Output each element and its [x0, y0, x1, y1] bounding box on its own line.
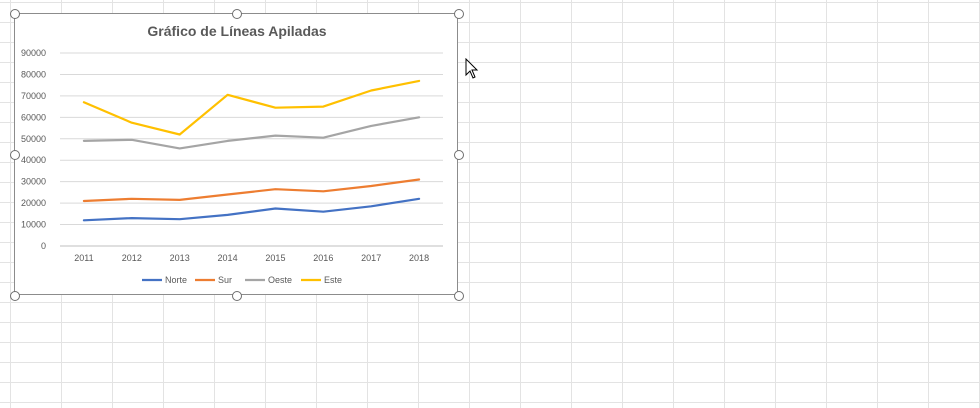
legend-label: Norte [165, 275, 187, 285]
series-line-oeste[interactable] [82, 116, 421, 150]
x-tick-label: 2011 [74, 253, 93, 263]
resize-handle-bottom-left[interactable] [10, 291, 20, 301]
y-tick-label: 90000 [21, 48, 46, 58]
legend-label: Este [324, 275, 342, 285]
series-line-este[interactable] [82, 79, 421, 136]
line-chart: Gráfico de Líneas Apiladas 0 10000 20000 30… [21, 23, 443, 285]
legend-label: Oeste [268, 275, 292, 285]
chart-container[interactable]: Gráfico de Líneas Apiladas 0 10000 20000 30… [14, 13, 458, 295]
legend-label: Sur [218, 275, 232, 285]
x-axis-ticks: 2011 2012 2013 2014 2015 2016 2017 2018 [74, 253, 429, 263]
data-series [82, 79, 421, 222]
y-tick-label: 0 [41, 241, 46, 251]
legend-item-este[interactable]: Este [301, 275, 342, 285]
resize-handle-top[interactable] [232, 9, 242, 19]
x-tick-label: 2017 [361, 253, 381, 263]
resize-handle-left[interactable] [10, 150, 20, 160]
y-tick-label: 60000 [21, 112, 46, 122]
gridlines [60, 52, 443, 247]
resize-handle-bottom[interactable] [232, 291, 242, 301]
y-tick-label: 30000 [21, 177, 46, 187]
series-line-sur[interactable] [82, 178, 421, 203]
x-tick-label: 2015 [265, 253, 285, 263]
series-line-norte[interactable] [82, 197, 421, 222]
y-tick-label: 40000 [21, 155, 46, 165]
y-axis-ticks: 0 10000 20000 30000 40000 50000 60000 70000 8000… [21, 48, 46, 251]
y-tick-label: 10000 [21, 220, 46, 230]
x-tick-label: 2012 [122, 253, 142, 263]
mouse-pointer-icon [465, 58, 479, 79]
legend-item-sur[interactable]: Sur [195, 275, 232, 285]
y-tick-label: 70000 [21, 91, 46, 101]
resize-handle-top-left[interactable] [10, 9, 20, 19]
x-tick-label: 2013 [170, 253, 190, 263]
resize-handle-right[interactable] [454, 150, 464, 160]
y-tick-label: 80000 [21, 69, 46, 79]
x-tick-label: 2014 [218, 253, 238, 263]
x-tick-label: 2018 [409, 253, 429, 263]
legend-item-norte[interactable]: Norte [142, 275, 187, 285]
resize-handle-top-right[interactable] [454, 9, 464, 19]
y-tick-label: 20000 [21, 198, 46, 208]
legend-item-oeste[interactable]: Oeste [245, 275, 292, 285]
legend: Norte Sur Oeste Este [142, 275, 342, 285]
chart-title: Gráfico de Líneas Apiladas [147, 23, 326, 39]
resize-handle-bottom-right[interactable] [454, 291, 464, 301]
x-tick-label: 2016 [313, 253, 333, 263]
y-tick-label: 50000 [21, 134, 46, 144]
